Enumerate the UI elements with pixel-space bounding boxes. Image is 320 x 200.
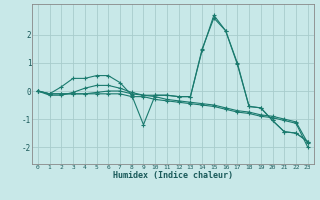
X-axis label: Humidex (Indice chaleur): Humidex (Indice chaleur) <box>113 171 233 180</box>
